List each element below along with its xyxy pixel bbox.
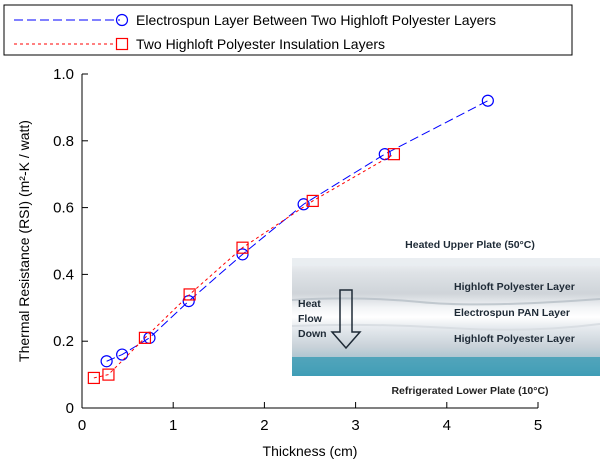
series-2-point [236, 241, 249, 254]
legend-marker-series-1 [115, 13, 129, 27]
series-1-point [236, 248, 249, 261]
x-tick-label: 0 [78, 417, 86, 434]
legend-entry-series-2: Two Highloft Polyester Insulation Layers [14, 36, 385, 52]
series-1-line [106, 100, 489, 362]
heat-flow-arrow-icon [330, 289, 362, 350]
series-2-line [93, 153, 395, 379]
series-2-point [138, 331, 152, 344]
axes [81, 74, 538, 409]
series-1-point [297, 198, 310, 211]
x-tick-label: 2 [260, 417, 268, 434]
series-2-point [183, 288, 196, 301]
inset-top-band [292, 258, 600, 266]
inset-photo [292, 258, 600, 376]
series-1-point [182, 295, 195, 308]
legend-frame [3, 4, 573, 56]
x-tick-label: 1 [169, 417, 177, 434]
y-tick-label: 0.6 [53, 200, 74, 217]
legend: Electrospun Layer Between Two Highloft P… [3, 4, 573, 56]
x-tick-label: 3 [351, 417, 359, 434]
series-1-point [481, 94, 494, 107]
series-1-point [100, 355, 113, 368]
series-2 [87, 148, 401, 385]
inset-layer-label-2: Electrospun PAN Layer [454, 307, 570, 319]
inset-illustration: Heated Upper Plate (50°C) Heat Flow Down… [291, 239, 600, 397]
inset-layer-label-1: Highloft Polyester Layer [454, 281, 575, 293]
y-tick-label: 0.8 [53, 133, 74, 150]
inset-top-label: Heated Upper Plate (50°C) [405, 239, 535, 251]
series-2-point [387, 148, 401, 161]
y-tick-label: 1.0 [53, 66, 74, 83]
series-1-point [116, 348, 129, 361]
tick-group: 0 1 2 3 4 5 0 0.2 0.4 0.6 0.8 1.0 [53, 66, 542, 434]
x-tick-label: 5 [534, 417, 542, 434]
inset-texture-1 [291, 297, 600, 306]
y-axis-title: Thermal Resistance (RSI) (m²-K / watt) [16, 120, 32, 362]
legend-entry-series-1: Electrospun Layer Between Two Highloft P… [14, 12, 496, 28]
series-2-point [306, 194, 319, 208]
x-tick-label: 4 [443, 417, 451, 434]
inset-bottom-plate [292, 357, 600, 376]
x-axis-title: Thickness (cm) [263, 443, 358, 459]
series-2-point [87, 371, 100, 385]
y-tick-label: 0 [66, 400, 74, 417]
legend-label-series-1: Electrospun Layer Between Two Highloft P… [136, 12, 496, 28]
legend-marker-series-2 [115, 37, 129, 51]
inset-arrow-label-3: Down [298, 328, 327, 340]
y-tick-label: 0.2 [53, 333, 74, 350]
inset-arrow-label-1: Heat [298, 298, 321, 310]
series-layer [87, 94, 494, 385]
inset-layer-label-3: Highloft Polyester Layer [454, 333, 575, 345]
inset-bottom-label: Refrigerated Lower Plate (10°C) [391, 385, 548, 397]
y-tick-label: 0.4 [53, 266, 74, 283]
legend-label-series-2: Two Highloft Polyester Insulation Layers [136, 36, 385, 52]
inset-arrow-label-2: Flow [298, 313, 323, 325]
series-2-point [102, 368, 115, 381]
